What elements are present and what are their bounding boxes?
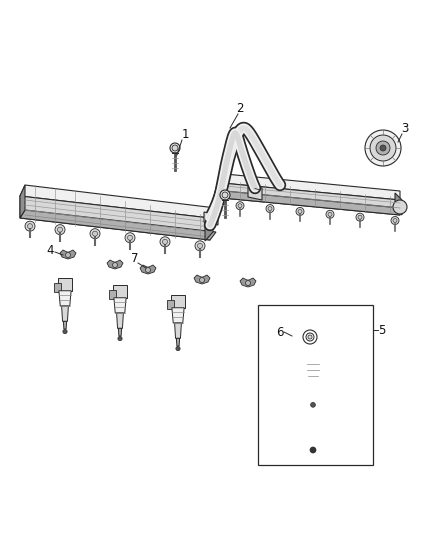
Circle shape [328,212,332,216]
Circle shape [160,237,170,247]
Circle shape [380,145,386,151]
Circle shape [113,262,117,268]
Polygon shape [222,191,400,215]
FancyBboxPatch shape [258,305,373,465]
Circle shape [303,330,317,344]
Polygon shape [20,185,25,218]
Circle shape [176,346,180,351]
Circle shape [236,201,244,209]
Polygon shape [222,174,400,200]
Polygon shape [205,208,213,241]
Polygon shape [113,285,127,298]
Circle shape [358,215,362,219]
Circle shape [145,268,151,272]
Polygon shape [222,183,400,215]
Text: 2: 2 [236,101,244,115]
Polygon shape [109,290,116,300]
Polygon shape [240,278,256,287]
Polygon shape [301,351,308,361]
Circle shape [296,207,304,215]
Polygon shape [20,185,216,218]
Circle shape [66,253,71,257]
Polygon shape [59,290,71,306]
Polygon shape [305,345,321,359]
Circle shape [306,333,314,341]
Text: 4: 4 [46,244,54,256]
Polygon shape [64,321,67,329]
Polygon shape [395,193,402,215]
Polygon shape [172,308,184,323]
Circle shape [195,241,205,251]
Circle shape [222,192,228,198]
Polygon shape [248,185,262,200]
Polygon shape [58,278,72,290]
Circle shape [311,402,315,407]
Polygon shape [309,376,317,393]
Circle shape [162,239,167,244]
Circle shape [393,219,397,222]
Polygon shape [118,328,122,336]
Circle shape [118,336,122,341]
Polygon shape [204,212,218,225]
Circle shape [393,200,407,214]
Text: 1: 1 [181,128,189,141]
Polygon shape [171,295,185,308]
Circle shape [90,229,100,239]
Polygon shape [306,359,320,376]
Polygon shape [107,260,123,269]
Polygon shape [311,393,315,402]
Circle shape [268,207,272,211]
Circle shape [57,227,63,232]
Circle shape [55,224,65,235]
Text: 7: 7 [131,252,139,264]
Circle shape [125,233,135,243]
Polygon shape [62,306,68,321]
Circle shape [326,211,334,219]
Circle shape [365,130,401,166]
Polygon shape [20,196,210,240]
Text: 6: 6 [276,326,284,338]
Circle shape [198,244,202,248]
Circle shape [356,213,364,221]
Polygon shape [140,265,156,274]
Circle shape [199,278,205,282]
Circle shape [170,143,180,153]
Polygon shape [117,313,124,328]
Circle shape [310,447,316,453]
Circle shape [376,141,390,155]
Circle shape [370,135,396,161]
Polygon shape [114,298,126,313]
Circle shape [127,235,133,240]
Circle shape [391,216,399,224]
Circle shape [298,209,302,213]
Polygon shape [60,250,76,259]
Circle shape [172,145,178,151]
Circle shape [308,335,312,339]
Polygon shape [20,210,216,240]
Circle shape [246,280,251,286]
Circle shape [238,204,242,208]
Polygon shape [175,323,181,338]
Text: 3: 3 [401,122,409,134]
Circle shape [92,231,98,236]
Text: 5: 5 [378,324,386,336]
Circle shape [220,190,230,200]
Circle shape [25,221,35,231]
Polygon shape [54,283,61,292]
Circle shape [266,205,274,213]
Polygon shape [167,300,174,309]
Polygon shape [177,338,180,346]
Polygon shape [194,275,210,284]
Circle shape [28,224,32,229]
Circle shape [63,329,67,334]
